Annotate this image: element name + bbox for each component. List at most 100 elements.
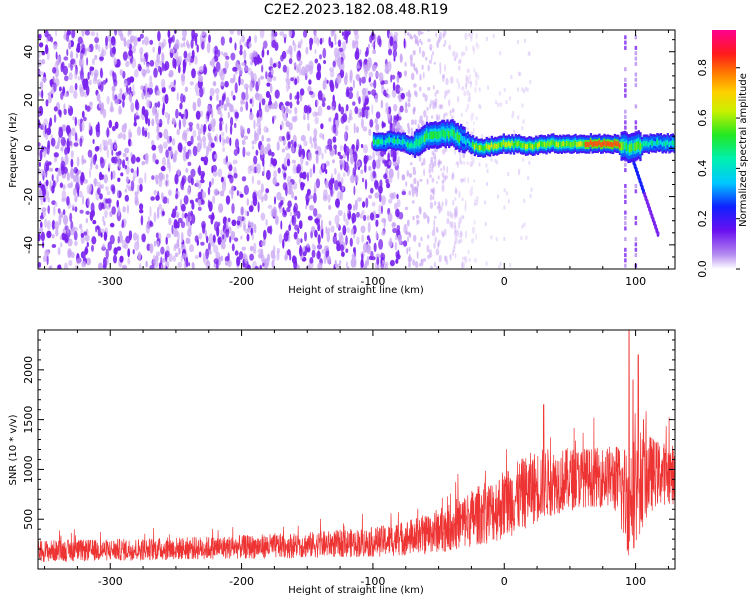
spectrogram-noise-cell	[160, 246, 165, 255]
spectrogram-noise-cell	[242, 146, 246, 158]
spectrogram-noise-cell	[96, 187, 101, 195]
spectrogram-noise-cell	[70, 150, 74, 159]
spectrogram-noise-cell	[262, 40, 268, 49]
spectrogram-noise-cell	[388, 160, 393, 166]
spectrogram-noise-cell	[429, 201, 434, 209]
spectrogram-noise-cell	[91, 244, 94, 252]
spectrogram-noise-cell	[202, 63, 207, 75]
spectrogram-signal-cell	[507, 141, 511, 147]
spectrogram-noise-cell	[453, 210, 458, 218]
spectrogram-noise-cell	[464, 199, 467, 208]
spectrogram-noise-cell	[234, 237, 239, 242]
spectrogram-noise-cell	[71, 30, 76, 39]
spectrogram-noise-cell	[333, 144, 337, 150]
spectrogram-noise-cell	[441, 230, 444, 236]
spectrogram-noise-cell	[94, 54, 98, 60]
spectrogram-noise-cell	[291, 116, 296, 122]
spectrogram-noise-cell	[424, 56, 428, 61]
spectrogram-noise-cell	[103, 174, 109, 184]
spectrogram-noise-cell	[497, 194, 500, 199]
snr-series-line	[38, 330, 675, 563]
spectrogram-noise-cell	[371, 42, 374, 48]
spectrogram-noise-cell	[183, 109, 186, 119]
spectrogram-noise-cell	[121, 239, 127, 249]
spectrogram-noise-cell	[393, 56, 396, 62]
spectrogram-noise-cell	[43, 197, 46, 203]
spectrogram-signal-cell	[431, 131, 434, 139]
spectrogram-noise-cell	[309, 257, 314, 264]
spectrogram-noise-cell	[470, 112, 475, 117]
spectrogram-signal-cell	[516, 141, 519, 147]
spectrogram-noise-cell	[164, 93, 169, 105]
spectrogram-noise-cell	[384, 67, 389, 74]
spectrogram-noise-cell	[161, 192, 164, 200]
spectrogram-noise-cell	[289, 92, 293, 101]
spectrogram-noise-cell	[66, 227, 70, 234]
spectrogram-noise-cell	[129, 86, 132, 93]
spectrogram-signal-cell	[542, 141, 545, 147]
spectrogram-noise-cell	[411, 185, 415, 194]
spectrogram-noise-cell	[200, 179, 205, 184]
spectrogram-noise-cell	[379, 179, 383, 188]
spectrogram-noise-cell	[145, 260, 148, 268]
spectrogram-noise-cell	[41, 207, 47, 213]
spectrogram-noise-cell	[113, 247, 118, 256]
spectrogram-signal-cell	[434, 130, 437, 138]
spectrogram-noise-cell	[442, 43, 446, 48]
spectrogram-noise-cell	[371, 201, 376, 207]
spectrogram-signal-cell	[671, 140, 674, 146]
spectrogram-noise-cell	[428, 59, 432, 64]
spectrogram-noise-cell	[346, 261, 348, 268]
spectrogram-noise-cell	[334, 148, 337, 155]
spectrogram-noise-cell	[101, 202, 104, 209]
spectrogram-noise-cell	[302, 171, 307, 180]
spectrogram-noise-cell	[461, 260, 464, 269]
spectrogram-noise-cell	[73, 90, 78, 99]
spectrogram-noise-cell	[125, 176, 129, 183]
spectrogram-signal-cell	[601, 141, 604, 147]
spectrogram-noise-cell	[455, 205, 459, 214]
spectrogram-noise-cell	[309, 136, 313, 145]
spectrogram-noise-cell	[252, 50, 257, 58]
spectrogram-noise-cell	[163, 63, 168, 72]
spectrogram-noise-cell	[419, 86, 422, 92]
spectrogram-noise-cell	[452, 245, 456, 253]
spectrogram-noise-cell	[375, 123, 380, 131]
spectrogram-noise-cell	[57, 247, 61, 256]
spectrogram-signal-cell	[581, 141, 584, 147]
spectrogram-noise-cell	[39, 227, 44, 233]
spectrogram-noise-cell	[395, 121, 401, 132]
spectrogram-noise-cell	[191, 213, 196, 224]
spectrogram-noise-cell	[435, 229, 439, 233]
spectrogram-noise-cell	[155, 251, 161, 257]
spectrogram-streak-cell	[624, 125, 627, 130]
spectrogram-noise-cell	[187, 52, 191, 63]
spectrogram-noise-cell	[243, 222, 246, 232]
spectrogram-signal-cell	[466, 138, 470, 144]
spectrogram-noise-cell	[53, 106, 58, 112]
spectrogram-noise-cell	[202, 135, 206, 143]
spectrogram-noise-cell	[454, 55, 457, 62]
spectrogram-noise-cell	[368, 77, 371, 83]
spectrogram-noise-cell	[455, 52, 459, 59]
spectrogram-noise-cell	[158, 203, 162, 210]
spectrogram-noise-cell	[98, 99, 102, 109]
spectrogram-noise-cell	[427, 64, 430, 72]
spectrogram-noise-cell	[454, 229, 457, 238]
spectrogram-streak-cell	[624, 40, 627, 45]
spectrogram-signal-cell	[666, 139, 669, 145]
spectrogram-noise-cell	[347, 30, 351, 35]
spectrogram-noise-cell	[432, 84, 435, 90]
spectrogram-noise-cell	[176, 92, 179, 102]
spectrogram-noise-cell	[206, 145, 209, 156]
spectrogram-noise-cell	[258, 107, 263, 118]
spectrogram-noise-cell	[396, 199, 401, 208]
spectrogram-noise-cell	[165, 236, 168, 245]
spectrogram-noise-cell	[462, 152, 465, 157]
spectrogram-noise-cell	[149, 59, 155, 67]
spectrogram-streak-cell	[634, 83, 638, 88]
spectrogram-noise-cell	[221, 120, 224, 125]
spectrogram-signal-cell	[395, 139, 398, 145]
spectrogram-noise-cell	[307, 151, 313, 162]
spectrogram-noise-cell	[313, 182, 317, 193]
